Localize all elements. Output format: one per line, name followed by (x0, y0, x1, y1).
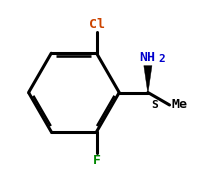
Text: 2: 2 (158, 54, 165, 64)
Polygon shape (143, 66, 151, 92)
Text: Me: Me (171, 98, 187, 112)
Text: F: F (92, 154, 100, 167)
Text: Cl: Cl (88, 18, 104, 31)
Text: S: S (151, 100, 157, 110)
Text: NH: NH (138, 51, 154, 64)
